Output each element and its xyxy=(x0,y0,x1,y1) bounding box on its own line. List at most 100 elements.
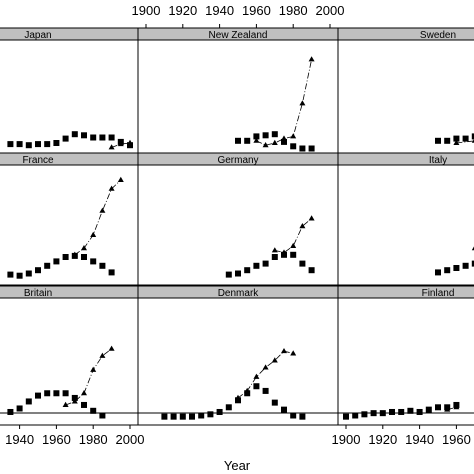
square-point xyxy=(62,254,69,260)
square-point xyxy=(16,141,23,148)
square-point xyxy=(108,134,115,141)
square-point xyxy=(35,267,41,274)
square-point xyxy=(170,413,177,420)
square-point xyxy=(179,413,186,420)
panel-box-denmark xyxy=(137,297,339,426)
square-point xyxy=(127,142,133,149)
square-point xyxy=(262,387,269,394)
square-point xyxy=(444,404,451,411)
triangle-point xyxy=(99,207,106,213)
square-point xyxy=(25,398,32,405)
square-point xyxy=(462,135,469,142)
square-point xyxy=(7,408,14,415)
triangle-point xyxy=(308,215,315,221)
square-point xyxy=(244,137,251,144)
x-axis-title: Year xyxy=(224,458,251,473)
square-point xyxy=(71,394,78,401)
panel-strip-france xyxy=(0,152,139,166)
triangle-point xyxy=(281,347,287,354)
triangle-point xyxy=(108,185,115,191)
top-axis-tick-label: 1920 xyxy=(168,3,197,18)
square-point xyxy=(453,135,460,142)
square-point xyxy=(299,145,306,152)
square-point xyxy=(453,401,460,408)
bottom-axis-tick-label: 1940 xyxy=(405,432,434,447)
bottom-axis-tick-label: 1920 xyxy=(368,432,397,447)
square-point xyxy=(44,262,51,269)
square-point xyxy=(271,131,278,138)
square-point xyxy=(7,271,14,278)
square-point xyxy=(117,138,124,145)
square-point xyxy=(81,254,87,260)
square-point xyxy=(25,142,32,149)
square-point xyxy=(44,141,51,148)
triangle-point xyxy=(290,350,297,356)
square-point xyxy=(235,270,241,277)
square-point xyxy=(435,269,441,276)
top-axis-tick-label: 1940 xyxy=(205,3,234,18)
panel-strip-japan xyxy=(0,27,139,41)
square-point xyxy=(444,137,451,144)
triangle-series-line xyxy=(74,179,122,256)
square-point xyxy=(462,262,469,269)
square-point xyxy=(225,271,232,278)
triangle-point xyxy=(253,137,260,143)
top-axis-tick-label: 1960 xyxy=(242,3,271,18)
square-point xyxy=(299,413,306,420)
triangle-point xyxy=(262,364,269,370)
bottom-axis-tick-label: 1900 xyxy=(332,432,361,447)
triangle-series-line xyxy=(111,142,131,148)
bottom-axis-tick-label: 2000 xyxy=(116,432,145,447)
triangle-point xyxy=(262,142,269,148)
square-point xyxy=(271,254,278,260)
square-point xyxy=(99,412,106,419)
triangle-point xyxy=(108,144,115,150)
square-point xyxy=(25,270,32,277)
square-point xyxy=(281,406,287,413)
square-point xyxy=(225,404,232,411)
chart-marks-layer xyxy=(7,56,474,420)
panel-strip-italy xyxy=(337,152,474,166)
square-point xyxy=(207,411,214,418)
outer-frame xyxy=(0,27,474,414)
square-point xyxy=(189,413,195,420)
square-point xyxy=(352,412,359,419)
square-point xyxy=(407,407,414,414)
square-point xyxy=(81,401,87,408)
square-point xyxy=(262,260,269,267)
triangle-point xyxy=(271,139,278,145)
square-point xyxy=(271,399,278,406)
square-point xyxy=(290,251,297,258)
chart-text-layer: Year Japan New Zealand Sweden France Germany… xyxy=(5,3,471,473)
triangle-point xyxy=(271,357,278,363)
square-point xyxy=(198,412,205,419)
panel-title: France xyxy=(22,155,54,166)
top-axis-tick-label: 1980 xyxy=(279,3,308,18)
square-point xyxy=(425,406,432,413)
panel-title: Finland xyxy=(422,288,455,299)
square-point xyxy=(244,267,251,274)
square-point xyxy=(379,410,386,417)
square-point xyxy=(299,260,306,267)
triangle-point xyxy=(453,139,460,145)
square-point xyxy=(35,141,41,148)
triangle-point xyxy=(253,373,260,379)
square-point xyxy=(453,265,460,271)
square-point xyxy=(235,137,241,144)
square-point xyxy=(99,134,106,141)
triangle-point xyxy=(299,100,306,106)
square-point xyxy=(90,407,97,414)
square-point xyxy=(290,412,297,419)
square-point xyxy=(71,131,78,138)
triangle-point xyxy=(299,223,306,229)
square-point xyxy=(16,272,23,279)
square-point xyxy=(471,260,474,267)
triangle-point xyxy=(90,366,97,372)
square-point xyxy=(370,410,377,417)
square-point xyxy=(244,390,251,397)
square-point xyxy=(435,404,441,411)
square-point xyxy=(62,135,69,142)
triangle-point xyxy=(271,247,278,253)
panel-title: Japan xyxy=(24,30,51,41)
